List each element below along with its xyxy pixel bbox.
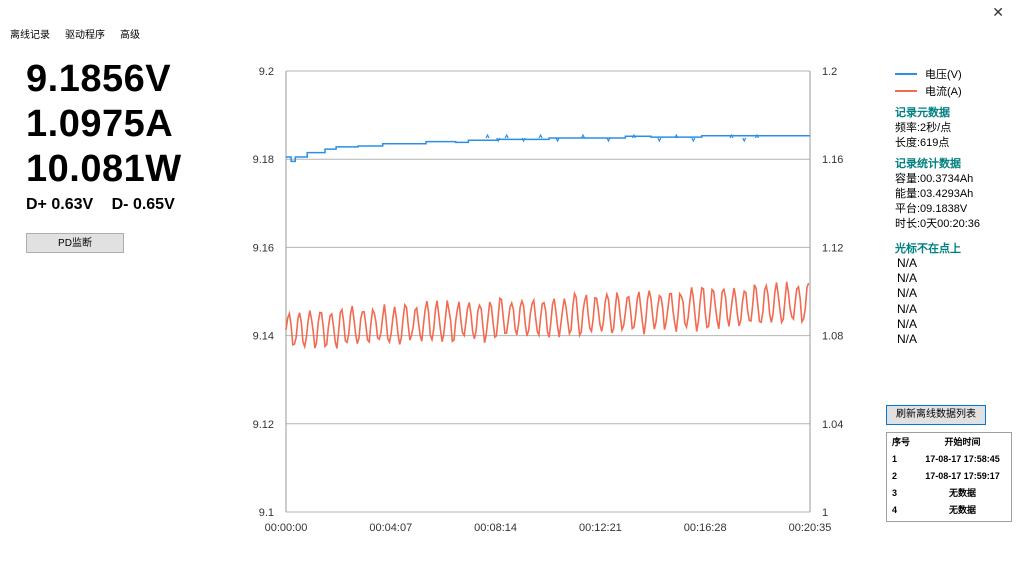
stats-capacity: 容量:00.3734Ah <box>895 173 974 185</box>
y-left-tick-label: 9.18 <box>253 154 274 166</box>
data-line-voltages: D+ 0.63V D- 0.65V <box>26 196 175 214</box>
d-plus-readout: D+ 0.63V <box>26 196 94 213</box>
menu-offline-record[interactable]: 离线记录 <box>10 30 50 41</box>
refresh-offline-list-button[interactable]: 刷新离线数据列表 <box>886 405 986 425</box>
row-index: 3 <box>892 487 898 498</box>
x-tick-label: 00:08:14 <box>474 522 517 534</box>
voltage-series-line <box>286 135 810 163</box>
row-index: 1 <box>892 453 898 464</box>
offline-records-table: 序号 开始时间 1 17-08-17 17:58:45 2 17-08-17 1… <box>886 432 1012 522</box>
row-start-time: 17-08-17 17:59:17 <box>925 470 1000 481</box>
stats-title: 记录统计数据 <box>895 158 961 170</box>
voltage-series-spike <box>729 133 734 139</box>
row-start-time: 无数据 <box>948 488 976 498</box>
row-index: 4 <box>892 504 898 515</box>
voltage-series-spike <box>691 137 696 143</box>
header-start-time: 开始时间 <box>944 437 981 447</box>
voltage-series-spike <box>606 137 611 143</box>
voltage-readout: 9.1856V <box>26 58 172 100</box>
y-right-tick-label: 1.04 <box>822 419 843 431</box>
x-tick-label: 00:16:28 <box>684 522 727 534</box>
x-tick-label: 00:12:21 <box>579 522 622 534</box>
record-info-panel: 记录元数据 频率:2秒/点 长度:619点 记录统计数据 容量:00.3734A… <box>895 106 980 232</box>
voltage-series-spike <box>742 137 747 143</box>
menu-driver[interactable]: 驱动程序 <box>65 30 105 41</box>
legend-voltage: 电压(V) <box>895 65 962 82</box>
cursor-title: 光标不在点上 <box>895 243 961 255</box>
cursor-value: N/A <box>897 271 918 286</box>
y-left-tick-label: 9.1 <box>259 507 274 519</box>
y-right-tick-label: 1.12 <box>822 242 843 254</box>
cursor-value: N/A <box>897 316 918 331</box>
table-header: 序号 开始时间 <box>887 433 1011 450</box>
voltage-series-spike <box>754 133 760 139</box>
chart-legend: 电压(V) 电流(A) <box>895 65 962 99</box>
table-row[interactable]: 1 17-08-17 17:58:45 <box>887 450 1011 467</box>
y-left-tick-label: 9.16 <box>253 242 274 254</box>
voltage-series-spike <box>521 137 526 143</box>
voltage-series-spike <box>674 133 679 139</box>
power-readout: 10.081W <box>26 148 182 190</box>
row-start-time: 17-08-17 17:58:45 <box>925 453 1000 464</box>
voltage-series-spike <box>555 137 560 143</box>
meta-frequency: 频率:2秒/点 <box>895 122 952 134</box>
x-tick-label: 00:04:07 <box>369 522 412 534</box>
voltage-series-spike <box>631 133 636 139</box>
table-row[interactable]: 2 17-08-17 17:59:17 <box>887 467 1011 484</box>
y-right-tick-label: 1.2 <box>822 66 837 78</box>
cursor-value: N/A <box>897 286 918 301</box>
cursor-values: N/A N/A N/A N/A N/A N/A <box>897 256 917 347</box>
legend-swatch-current <box>895 89 917 92</box>
voltage-series-spike <box>485 133 490 139</box>
stats-energy: 能量:03.4293Ah <box>895 188 974 200</box>
menu-bar: 离线记录 驱动程序 高级 <box>10 26 140 41</box>
legend-label-voltage: 电压(V) <box>925 68 962 81</box>
d-minus-readout: D- 0.65V <box>111 196 175 213</box>
legend-label-current: 电流(A) <box>925 85 962 98</box>
x-tick-label: 00:00:00 <box>265 522 308 534</box>
voltage-series-spike <box>504 133 509 139</box>
stats-plateau: 平台:09.1838V <box>895 203 968 215</box>
current-series-line <box>285 281 810 350</box>
voltage-series-spike <box>538 133 543 139</box>
y-left-tick-label: 9.2 <box>259 66 274 78</box>
y-right-tick-label: 1.08 <box>822 331 843 343</box>
stats-duration: 时长:0天00:20:36 <box>895 218 980 230</box>
cursor-value: N/A <box>897 332 918 347</box>
cursor-value: N/A <box>897 301 918 316</box>
row-index: 2 <box>892 470 898 481</box>
y-right-tick-label: 1.16 <box>822 154 843 166</box>
voltage-series-spike <box>496 137 501 143</box>
table-row[interactable]: 3 无数据 <box>887 484 1011 501</box>
menu-advanced[interactable]: 高级 <box>120 30 140 41</box>
y-left-tick-label: 9.12 <box>253 419 274 431</box>
table-row[interactable]: 4 无数据 <box>887 501 1011 518</box>
legend-swatch-voltage <box>895 72 917 75</box>
y-left-tick-label: 9.14 <box>253 331 274 343</box>
row-start-time: 无数据 <box>948 505 976 515</box>
close-icon[interactable]: ✕ <box>992 4 1004 20</box>
y-right-tick-label: 1 <box>822 507 828 519</box>
cursor-value: N/A <box>897 256 918 270</box>
voltage-series-spike <box>580 133 586 139</box>
meta-title: 记录元数据 <box>895 107 950 119</box>
header-index: 序号 <box>892 437 911 447</box>
legend-current: 电流(A) <box>895 82 962 99</box>
voltage-series-spike <box>657 137 662 143</box>
meta-length: 长度:619点 <box>895 137 950 149</box>
current-readout: 1.0975A <box>26 103 174 145</box>
x-tick-label: 00:20:35 <box>789 522 832 534</box>
pd-monitor-button[interactable]: PD监断 <box>26 233 124 253</box>
